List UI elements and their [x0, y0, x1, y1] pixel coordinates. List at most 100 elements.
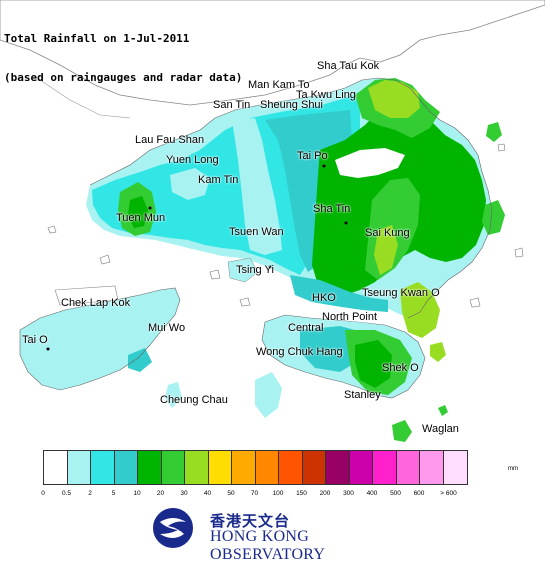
- deep-bay-outline: [39, 79, 131, 119]
- legend-tick-label: 150: [296, 490, 307, 497]
- legend-swatch: [326, 451, 350, 484]
- tolo-harbour: [335, 148, 405, 178]
- label-shek-o: Shek O: [382, 362, 419, 374]
- label-man-kam-to: Man Kam To: [248, 79, 310, 91]
- hko-logo: 香港天文台 HONG KONG OBSERVATORY: [148, 506, 408, 563]
- island-sai-kung-1: [440, 218, 470, 255]
- legend-tick-label: 20: [156, 490, 165, 497]
- label-yuen-long: Yuen Long: [166, 154, 219, 166]
- legend-swatch: [232, 451, 256, 484]
- legend-swatch: [44, 451, 68, 484]
- legend-tick-label: 0.5: [61, 490, 72, 497]
- label-hko: HKO: [312, 292, 336, 304]
- rainfall-legend: [43, 450, 468, 485]
- lantau-teal-patch: [128, 348, 152, 372]
- kowloon-land: [290, 275, 388, 312]
- label-cheung-chau: Cheung Chau: [160, 394, 228, 406]
- legend-tick-label: 0: [41, 490, 45, 497]
- legend-swatch: [161, 451, 185, 484]
- minor-islands: [47, 143, 524, 308]
- legend-swatch: [420, 451, 444, 484]
- label-sai-kung: Sai Kung: [365, 227, 410, 239]
- station-markers: [46, 164, 348, 351]
- label-chek-lap-kok: Chek Lap Kok: [61, 297, 131, 309]
- legend-tick-label: 10: [133, 490, 141, 497]
- legend-tick-label: 300: [343, 490, 354, 497]
- map-title-line1: Total Rainfall on 1-Jul-2011: [4, 32, 190, 45]
- po-toi-island: [392, 420, 412, 442]
- legend-swatch: [279, 451, 303, 484]
- rain-zone-tuen-mun-core: [128, 196, 148, 228]
- cheung-chau-island: [165, 382, 182, 408]
- island-sai-kung-2: [482, 200, 505, 235]
- lamma-island: [255, 372, 282, 418]
- legend-tick-label: > 600: [440, 490, 457, 497]
- label-tsing-yi: Tsing Yi: [236, 264, 274, 276]
- label-ta-kwu-ling: Ta Kwu Ling: [296, 89, 356, 101]
- rain-zone-light-streak-2: [170, 168, 210, 200]
- label-north-point: North Point: [322, 311, 378, 323]
- label-central: Central: [288, 322, 324, 334]
- victoria-harbour: [280, 300, 398, 326]
- label-san-tin: San Tin: [213, 99, 251, 111]
- mainland-coastline: [0, 0, 545, 106]
- label-tseung-kwan-o: Tseung Kwan O: [362, 287, 440, 299]
- label-kam-tin: Kam Tin: [198, 174, 239, 186]
- legend-tick-label: 50: [227, 490, 235, 497]
- label-stanley: Stanley: [344, 389, 381, 401]
- rain-zone-yellow-green-tko: [400, 282, 440, 338]
- map-title: Total Rainfall on 1-Jul-2011 (based on r…: [4, 6, 242, 97]
- label-waglan: Waglan: [422, 423, 459, 435]
- map-title-line2: (based on raingauges and radar data): [4, 71, 243, 84]
- label-tai-o: Tai O: [22, 334, 48, 346]
- rain-zone-yellow-green-sai-kung: [374, 225, 398, 275]
- label-wong-chuk-hang: Wong Chuk Hang: [256, 346, 343, 358]
- label-lau-fau-shan: Lau Fau Shan: [135, 134, 205, 146]
- legend-swatch: [91, 451, 115, 484]
- rain-zone-light-streak: [232, 118, 282, 255]
- legend-swatch: [443, 451, 467, 484]
- tung-lung-island: [430, 342, 446, 362]
- legend-swatch: [208, 451, 232, 484]
- lantau-island: [20, 288, 180, 390]
- legend-swatch: [138, 451, 162, 484]
- logo-english-text: HONG KONG OBSERVATORY: [210, 528, 326, 563]
- legend-tick-label: 600: [413, 490, 425, 497]
- label-tsuen-wan: Tsuen Wan: [229, 226, 284, 238]
- hk-island-coastline: [261, 314, 426, 399]
- label-sha-tau-kok: Sha Tau Kok: [317, 60, 380, 72]
- legend-ticks: 0 0.5 2 5 10 20 30 40 50 70 100 150 200 300 400 500 600 >…: [30, 490, 530, 502]
- nt-coastline: [89, 77, 493, 319]
- label-tai-po: Tai Po: [297, 150, 328, 162]
- legend-tick-label: 100: [272, 490, 284, 497]
- legend-tick-label: 200: [319, 490, 331, 497]
- island-tung-ping-chau: [486, 122, 502, 142]
- legend-swatch: [349, 451, 373, 484]
- hong-kong-island-dark-green: [355, 340, 392, 388]
- lantau-coastline: [19, 287, 181, 391]
- rainfall-map: [0, 0, 545, 442]
- legend-tick-label: 400: [366, 490, 378, 497]
- legend-swatch: [255, 451, 279, 484]
- chek-lap-kok-airport: [54, 285, 119, 306]
- legend-tick-label: 70: [250, 490, 259, 497]
- legend-swatch: [67, 451, 91, 484]
- legend-tick-label: 30: [180, 490, 188, 497]
- legend-tick-label: 5: [111, 490, 116, 497]
- label-sha-tin: Sha Tin: [313, 203, 351, 215]
- waglan-island: [438, 405, 448, 416]
- logo-chinese-text: 香港天文台: [210, 512, 291, 530]
- legend-tick-label: 500: [390, 490, 401, 497]
- label-tuen-mun: Tuen Mun: [116, 212, 166, 224]
- legend-swatch: [302, 451, 326, 484]
- hko-emblem-icon: [153, 508, 193, 548]
- legend-tick-label: 2: [88, 490, 92, 497]
- legend-swatch: [396, 451, 420, 484]
- legend-unit: mm: [508, 466, 518, 472]
- legend-swatch: [185, 451, 209, 484]
- label-mui-wo: Mui Wo: [148, 322, 186, 334]
- tsing-yi-island: [227, 257, 259, 283]
- legend-swatch: [114, 451, 138, 484]
- rain-zone-yellow-green-north: [368, 80, 420, 118]
- legend-swatch: [373, 451, 397, 484]
